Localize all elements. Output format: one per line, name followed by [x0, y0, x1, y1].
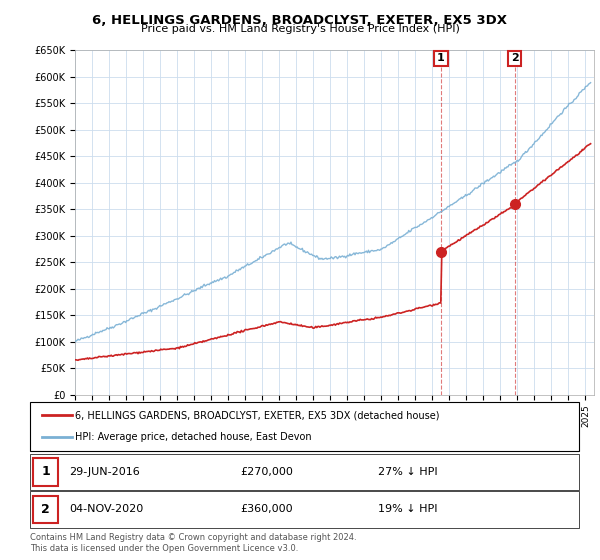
Text: 1: 1: [437, 53, 445, 63]
Text: £270,000: £270,000: [240, 467, 293, 477]
Text: 27% ↓ HPI: 27% ↓ HPI: [378, 467, 437, 477]
Text: 6, HELLINGS GARDENS, BROADCLYST, EXETER, EX5 3DX (detached house): 6, HELLINGS GARDENS, BROADCLYST, EXETER,…: [75, 410, 439, 421]
Text: Price paid vs. HM Land Registry's House Price Index (HPI): Price paid vs. HM Land Registry's House …: [140, 24, 460, 34]
Text: 04-NOV-2020: 04-NOV-2020: [69, 505, 143, 514]
Text: £360,000: £360,000: [240, 505, 293, 514]
Text: Contains HM Land Registry data © Crown copyright and database right 2024.
This d: Contains HM Land Registry data © Crown c…: [30, 533, 356, 553]
Text: 2: 2: [41, 503, 50, 516]
Text: HPI: Average price, detached house, East Devon: HPI: Average price, detached house, East…: [75, 432, 311, 442]
Text: 2: 2: [511, 53, 518, 63]
Text: 29-JUN-2016: 29-JUN-2016: [69, 467, 140, 477]
Text: 19% ↓ HPI: 19% ↓ HPI: [378, 505, 437, 514]
Text: 1: 1: [41, 465, 50, 478]
Text: 6, HELLINGS GARDENS, BROADCLYST, EXETER, EX5 3DX: 6, HELLINGS GARDENS, BROADCLYST, EXETER,…: [92, 14, 508, 27]
